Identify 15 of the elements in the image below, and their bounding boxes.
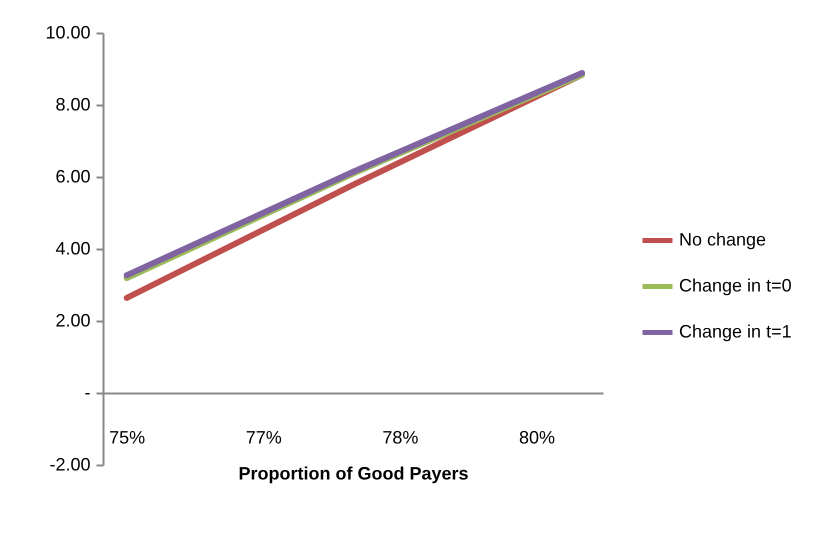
legend-label: Change in t=1 bbox=[679, 322, 792, 342]
y-tick-label: 10.00 bbox=[45, 22, 90, 42]
y-tick-label: -2.00 bbox=[49, 454, 90, 474]
y-tick-label: 8.00 bbox=[55, 94, 90, 114]
x-tick-label: 78% bbox=[382, 428, 418, 448]
legend-label: No change bbox=[679, 230, 766, 250]
y-tick-label: 6.00 bbox=[55, 166, 90, 186]
x-tick-label: 80% bbox=[519, 428, 556, 448]
y-tick-label: 2.00 bbox=[55, 310, 90, 330]
x-tick-label: 77% bbox=[246, 428, 282, 448]
y-tick-label: - bbox=[84, 382, 90, 402]
x-tick-label: 75% bbox=[109, 428, 146, 448]
legend-label: Change in t=0 bbox=[679, 276, 792, 296]
y-tick-label: 4.00 bbox=[55, 238, 90, 258]
x-axis-title: Proportion of Good Payers bbox=[238, 464, 469, 484]
